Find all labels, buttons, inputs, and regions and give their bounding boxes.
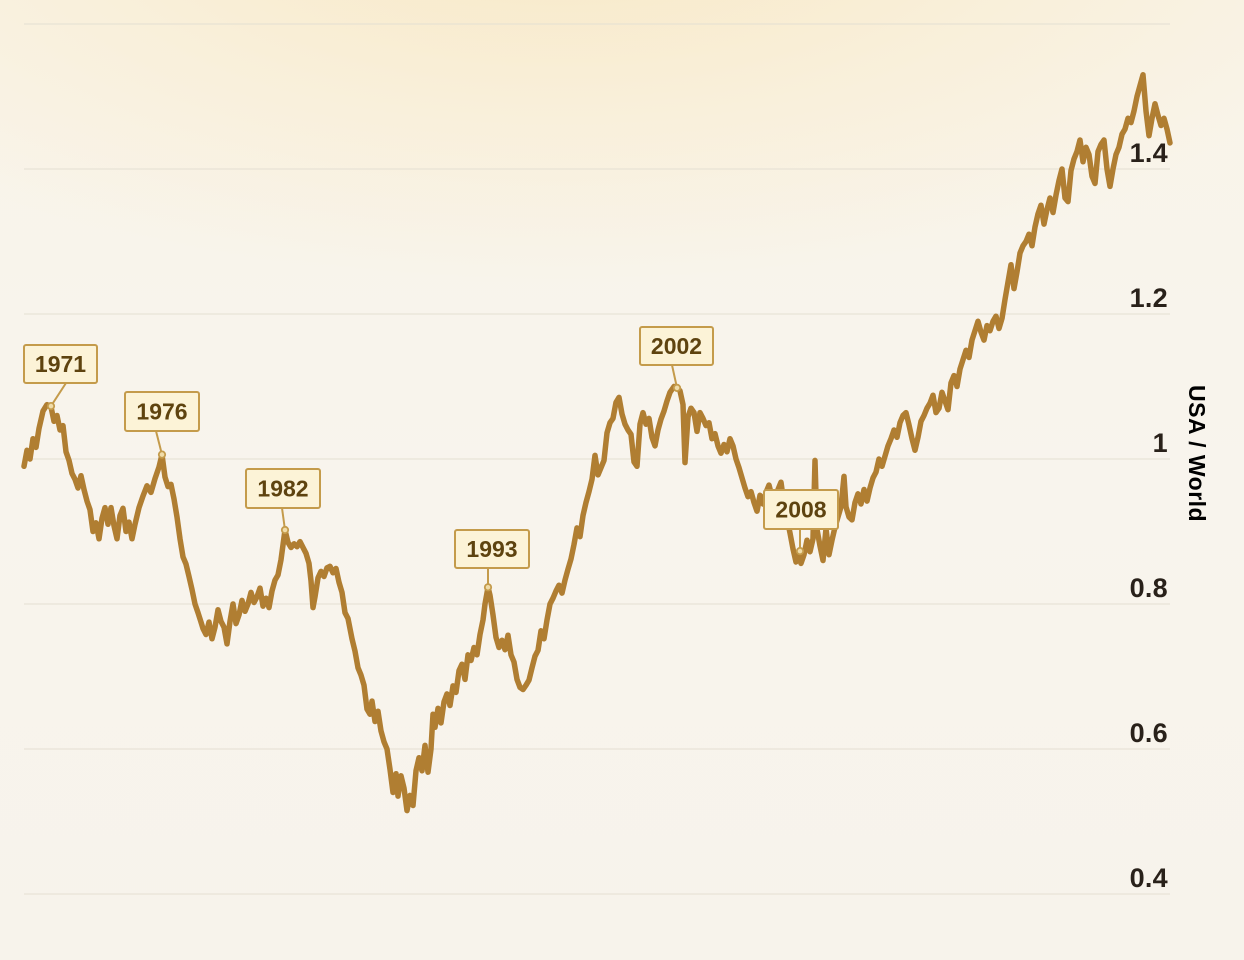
annotation-label-1982: 1982	[257, 476, 308, 502]
y-axis-tick-label: 0.8	[1130, 573, 1168, 603]
annotation-box-1971	[23, 344, 98, 384]
annotation-label-2008: 2008	[775, 497, 826, 523]
annotation-marker-2002	[672, 383, 682, 392]
annotation-marker-1982	[280, 525, 290, 535]
y-axis-tick-label: 1	[1153, 428, 1168, 458]
annotation-label-1993: 1993	[466, 536, 517, 562]
annotation-label-2002: 2002	[651, 333, 702, 359]
y-axis-tick-label: 1.2	[1130, 283, 1168, 313]
y-axis-title: USA / World	[1184, 385, 1210, 523]
annotation-box-2002	[639, 326, 714, 366]
price-line	[21, 72, 1173, 814]
annotation-box-1982	[245, 468, 321, 509]
annotation-leader-1971	[50, 382, 67, 407]
annotation-box-2008	[763, 489, 839, 530]
annotation-label-1976: 1976	[136, 399, 187, 425]
annotation-marker-1976	[157, 450, 167, 459]
y-axis-tick-label: 0.4	[1130, 863, 1168, 893]
annotation-marker-1993	[483, 583, 493, 592]
annotation-label-1971: 1971	[35, 351, 86, 377]
annotation-box-1993	[454, 529, 530, 569]
y-axis-tick-label: 0.6	[1130, 718, 1168, 748]
annotation-box-1976	[124, 391, 200, 432]
annotation-marker-1971	[46, 401, 56, 411]
y-axis-tick-label: 1.4	[1130, 138, 1168, 168]
annotation-marker-2008	[795, 546, 805, 556]
